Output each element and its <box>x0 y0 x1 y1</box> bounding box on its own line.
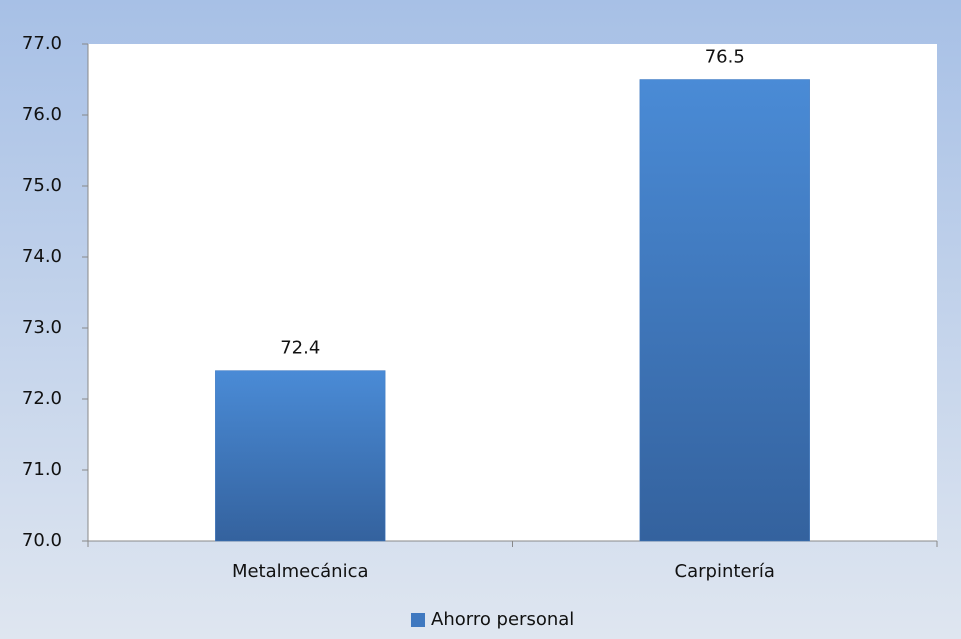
bar <box>639 79 810 542</box>
y-tick-label: 73.0 <box>22 317 62 338</box>
bar <box>215 370 386 542</box>
data-label: 76.5 <box>705 47 745 68</box>
x-tick-label: Metalmecánica <box>232 561 369 582</box>
legend-swatch <box>411 613 425 627</box>
legend-label: Ahorro personal <box>431 609 574 630</box>
x-tick-label: Carpintería <box>675 561 775 582</box>
y-tick-label: 74.0 <box>22 246 62 267</box>
y-tick-label: 70.0 <box>22 530 62 551</box>
y-tick-label: 77.0 <box>22 33 62 54</box>
y-tick-label: 71.0 <box>22 459 62 480</box>
y-tick-label: 72.0 <box>22 388 62 409</box>
y-tick-label: 75.0 <box>22 175 62 196</box>
y-tick-label: 76.0 <box>22 104 62 125</box>
data-label: 72.4 <box>280 338 320 359</box>
